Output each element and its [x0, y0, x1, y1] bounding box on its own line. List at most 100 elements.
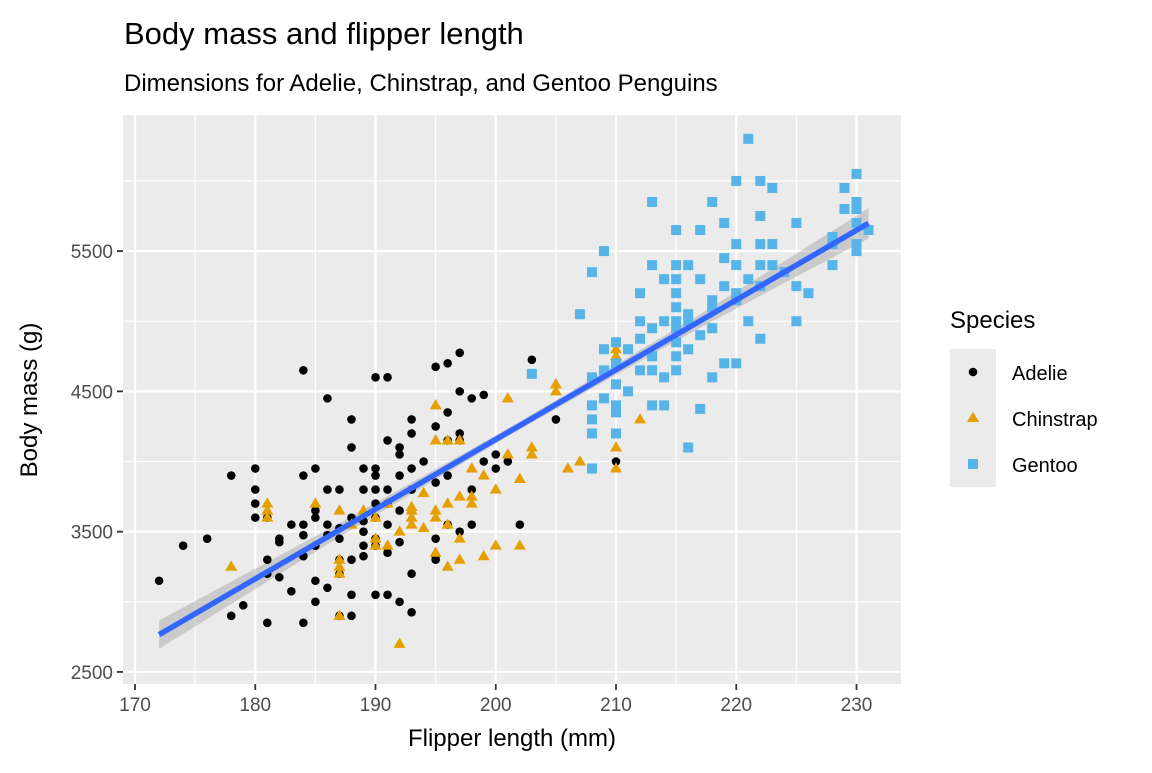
point-adelie	[395, 450, 404, 459]
point-gentoo	[671, 351, 682, 362]
point-adelie	[275, 572, 284, 582]
point-adelie	[250, 499, 260, 508]
point-adelie	[371, 373, 380, 382]
point-adelie	[311, 506, 320, 515]
point-chinstrap	[610, 462, 623, 473]
point-gentoo	[755, 239, 766, 250]
point-chinstrap	[561, 462, 574, 473]
point-chinstrap	[405, 500, 418, 512]
point-adelie	[383, 485, 392, 494]
point-gentoo	[707, 372, 718, 383]
y-axis-title: Body mass (g)	[16, 323, 43, 478]
point-adelie	[431, 478, 440, 487]
point-gentoo	[586, 372, 597, 383]
point-adelie	[383, 590, 392, 600]
point-gentoo	[671, 316, 682, 327]
grid-lines	[123, 115, 901, 684]
point-gentoo	[671, 288, 682, 299]
point-adelie	[299, 471, 308, 480]
point-gentoo	[659, 372, 670, 383]
point-chinstrap	[465, 490, 478, 501]
point-gentoo	[719, 218, 730, 229]
point-chinstrap	[261, 497, 274, 508]
point-adelie	[419, 457, 428, 466]
chart-subtitle: Dimensions for Adelie, Chinstrap, and Ge…	[124, 70, 718, 97]
point-gentoo	[635, 288, 646, 299]
point-adelie	[383, 373, 392, 382]
point-gentoo	[647, 365, 658, 376]
point-gentoo	[743, 274, 754, 285]
point-gentoo	[695, 403, 706, 414]
point-adelie	[154, 576, 164, 586]
point-gentoo	[659, 274, 670, 285]
point-adelie	[443, 408, 452, 417]
point-chinstrap	[453, 434, 466, 445]
point-adelie	[311, 464, 320, 473]
point-adelie	[323, 583, 332, 593]
point-gentoo	[851, 246, 862, 257]
point-gentoo	[731, 288, 742, 299]
x-tick-label: 170	[119, 695, 151, 716]
point-gentoo	[743, 133, 754, 144]
point-chinstrap	[573, 455, 586, 466]
y-tick-label: 2500	[71, 663, 113, 684]
point-gentoo	[611, 400, 622, 411]
point-adelie	[395, 443, 404, 452]
point-adelie	[431, 555, 440, 565]
point-gentoo	[707, 323, 718, 334]
point-gentoo	[767, 260, 778, 271]
point-chinstrap	[441, 560, 454, 571]
point-gentoo	[683, 309, 694, 320]
point-gentoo	[671, 302, 682, 313]
point-adelie	[431, 534, 440, 543]
point-gentoo	[827, 260, 838, 271]
point-gentoo	[635, 333, 646, 344]
point-chinstrap	[405, 511, 418, 522]
point-adelie	[359, 527, 368, 536]
point-gentoo	[647, 323, 658, 334]
point-gentoo	[671, 323, 682, 334]
point-adelie	[371, 590, 380, 600]
point-gentoo	[586, 428, 597, 439]
point-chinstrap	[261, 511, 274, 522]
point-adelie	[455, 429, 464, 438]
point-chinstrap	[309, 497, 322, 508]
point-gentoo	[623, 344, 634, 355]
point-adelie	[347, 590, 356, 600]
y-tick-label: 5500	[71, 242, 113, 263]
point-gentoo	[611, 337, 622, 348]
point-adelie	[287, 586, 296, 596]
point-adelie	[455, 348, 464, 358]
point-chinstrap	[369, 539, 382, 550]
point-gentoo	[526, 368, 537, 379]
point-chinstrap	[225, 560, 238, 571]
point-gentoo	[839, 203, 850, 214]
data-points	[154, 133, 874, 648]
point-adelie	[503, 457, 513, 466]
point-gentoo	[851, 168, 862, 179]
point-chinstrap	[261, 504, 274, 515]
point-chinstrap	[441, 497, 454, 508]
point-gentoo	[767, 182, 778, 193]
point-gentoo	[574, 309, 585, 320]
point-chinstrap	[610, 441, 623, 452]
point-adelie	[479, 457, 489, 466]
point-adelie	[347, 443, 356, 452]
point-gentoo	[851, 203, 862, 214]
point-chinstrap	[441, 434, 454, 445]
point-chinstrap	[525, 441, 538, 452]
point-gentoo	[598, 365, 609, 376]
point-chinstrap	[610, 342, 623, 354]
point-adelie	[455, 527, 464, 536]
x-tick-label: 190	[360, 695, 392, 716]
point-adelie	[407, 429, 416, 438]
point-adelie	[407, 608, 416, 617]
point-gentoo	[851, 239, 862, 250]
point-gentoo	[611, 379, 622, 390]
point-gentoo	[683, 316, 694, 327]
legend-key-gentoo	[968, 459, 978, 469]
point-chinstrap	[333, 560, 346, 571]
point-chinstrap	[429, 434, 442, 445]
point-chinstrap	[489, 539, 502, 550]
